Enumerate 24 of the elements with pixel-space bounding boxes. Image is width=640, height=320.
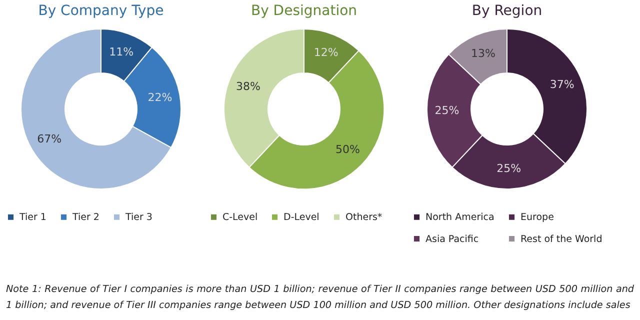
data-label: 11% (108, 46, 134, 59)
text: Note 1: Revenue of Tier I companies is more than USD 1 billion; revenue of Tier II companies range between USD 500 million and 1 billion; and revenue of Tier III companies range between USD 100 million and USD 500 million. Other designations include sales (6, 283, 634, 313)
legend-label: D-Level (283, 212, 320, 224)
legend-label: Rest of the World (520, 234, 603, 245)
data-label: 12% (314, 46, 338, 60)
data-label: 38% (236, 80, 260, 93)
data-label: 67% (36, 132, 62, 146)
data-label: 25% (496, 162, 522, 175)
legend-label: Others* (345, 212, 382, 224)
legend-label: North America (426, 212, 495, 224)
legend-label: Tier 1 (18, 212, 46, 224)
data-label: 37% (550, 78, 575, 92)
chart-title: By Designation (250, 3, 358, 19)
data-label: 50% (335, 143, 360, 156)
legend-label: C-Level (222, 212, 258, 224)
data-label: 22% (147, 90, 172, 104)
legend-label: Tier 3 (124, 212, 152, 224)
data-label: 25% (435, 104, 460, 117)
legend-label: Europe (520, 212, 554, 224)
data-label: 13% (471, 46, 496, 60)
chart-title: By Region (472, 3, 542, 19)
legend-label: Tier 2 (71, 212, 100, 224)
legend-label: Asia Pacific (426, 234, 479, 245)
chart-title: By Company Type (38, 3, 164, 19)
